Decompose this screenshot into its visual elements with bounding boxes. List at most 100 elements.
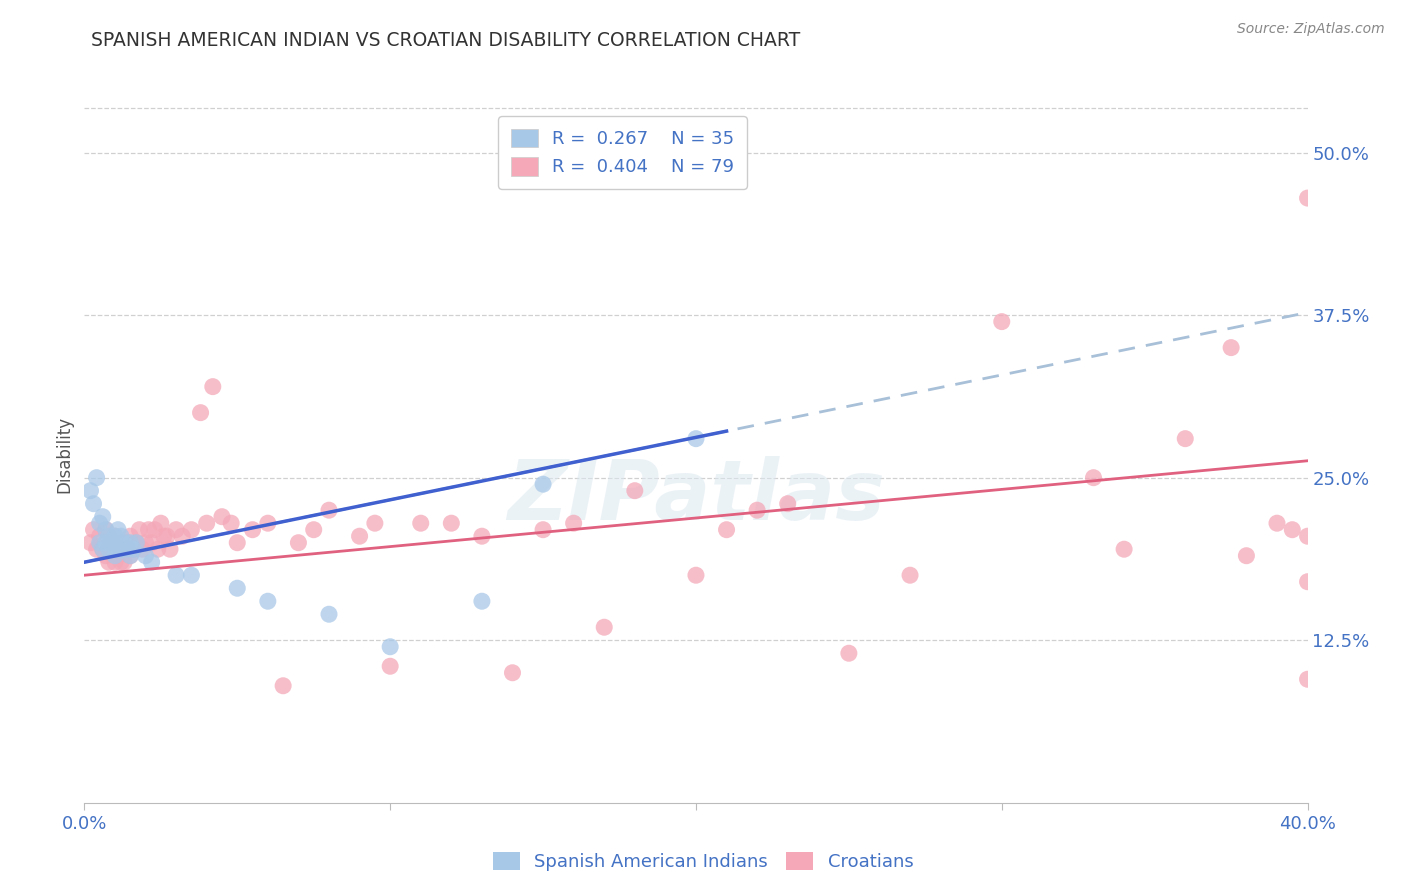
Point [86,542,108,557]
Point [380,640,402,654]
Point [131,542,153,557]
Point [1083,471,1105,485]
Point [146,542,169,557]
Point [201,379,224,393]
Point [86,471,108,485]
Point [94,523,117,537]
Point [409,516,432,531]
Point [112,535,135,549]
Point [898,568,921,582]
Point [1220,341,1243,355]
Point [257,516,280,531]
Point [125,535,148,549]
Point [97,542,120,557]
Point [156,529,179,543]
Point [502,665,524,680]
Point [1265,516,1288,531]
Point [135,535,157,549]
Point [226,581,249,595]
Point [110,555,132,569]
Point [1236,549,1258,563]
Point [97,529,120,543]
Point [101,535,124,549]
Point [593,620,616,634]
Point [364,516,387,531]
Point [141,555,163,569]
Point [219,516,242,531]
Point [165,568,187,582]
Point [110,542,132,557]
Point [1296,191,1319,205]
Point [91,542,114,557]
Point [1296,529,1319,543]
Point [153,529,176,543]
Point [122,542,145,557]
Point [91,509,114,524]
Point [122,542,145,557]
Point [107,549,129,563]
Point [302,523,325,537]
Text: SPANISH AMERICAN INDIAN VS CROATIAN DISABILITY CORRELATION CHART: SPANISH AMERICAN INDIAN VS CROATIAN DISA… [91,31,800,50]
Point [112,542,135,557]
Point [531,523,554,537]
Point [242,523,264,537]
Legend: Spanish American Indians, Croatians: Spanish American Indians, Croatians [485,845,921,879]
Point [135,549,157,563]
Point [685,432,707,446]
Point [104,549,127,563]
Point [776,497,799,511]
Point [107,542,129,557]
Point [89,529,111,543]
Point [190,406,212,420]
Point [94,535,117,549]
Point [624,483,647,498]
Point [79,483,101,498]
Point [104,529,127,543]
Point [211,509,233,524]
Point [91,542,114,557]
Point [141,535,163,549]
Point [112,555,135,569]
Point [349,529,371,543]
Point [380,659,402,673]
Point [159,542,181,557]
Point [97,535,120,549]
Point [83,523,105,537]
Point [115,542,138,557]
Point [271,679,294,693]
Text: Source: ZipAtlas.com: Source: ZipAtlas.com [1237,22,1385,37]
Point [180,568,202,582]
Point [1114,542,1136,557]
Point [143,523,166,537]
Point [107,535,129,549]
Point [180,523,202,537]
Y-axis label: Disability: Disability [55,417,73,493]
Point [531,477,554,491]
Point [128,523,150,537]
Point [107,523,129,537]
Point [115,535,138,549]
Point [89,516,111,531]
Point [471,529,494,543]
Point [101,542,124,557]
Point [471,594,494,608]
Legend: R =  0.267    N = 35, R =  0.404    N = 79: R = 0.267 N = 35, R = 0.404 N = 79 [498,116,747,189]
Point [1174,432,1197,446]
Point [79,535,101,549]
Point [562,516,585,531]
Point [165,523,187,537]
Point [226,535,249,549]
Point [120,535,142,549]
Point [120,549,142,563]
Point [838,646,860,660]
Point [318,607,340,622]
Point [104,529,127,543]
Point [125,535,148,549]
Point [115,542,138,557]
Point [1296,672,1319,686]
Point [287,535,309,549]
Point [94,549,117,563]
Point [257,594,280,608]
Point [110,529,132,543]
Text: ZIPatlas: ZIPatlas [508,456,884,537]
